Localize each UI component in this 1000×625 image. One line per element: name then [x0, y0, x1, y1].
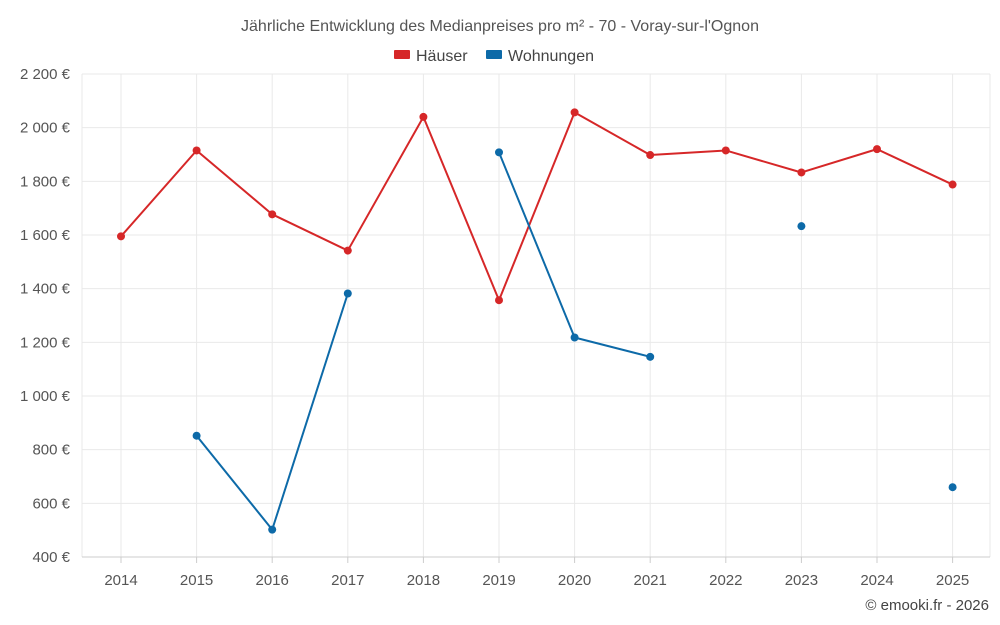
point-haeuser-2024[interactable] [873, 145, 881, 154]
x-axis: 2014 2015 2016 2017 2018 2019 2020 2021 2022 2023… [82, 556, 990, 589]
x-tick-label: 2021 [634, 572, 667, 589]
x-tick-label: 2025 [936, 572, 969, 589]
y-tick-label: 1 800 € [20, 173, 71, 190]
x-tick-label: 2020 [558, 572, 591, 589]
point-haeuser-2020[interactable] [570, 108, 579, 117]
series-markers [117, 108, 957, 534]
point-haeuser-2018[interactable] [419, 112, 428, 121]
point-wohnungen-2015[interactable] [192, 431, 201, 440]
y-tick-label: 2 000 € [20, 120, 71, 137]
grid [81, 73, 991, 558]
series-lines [120, 111, 954, 531]
legend[interactable]: Häuser Wohnungen [394, 48, 594, 65]
x-tick-label: 2017 [331, 572, 364, 589]
y-tick-label: 800 € [32, 442, 70, 459]
point-wohnungen-2025[interactable] [948, 483, 957, 492]
point-haeuser-2021[interactable] [646, 151, 655, 160]
point-haeuser-2015[interactable] [192, 146, 201, 155]
y-tick-label: 1 000 € [20, 388, 71, 405]
x-tick-label: 2024 [860, 572, 893, 589]
point-haeuser-2014[interactable] [117, 232, 125, 241]
x-tick-label: 2022 [709, 572, 742, 589]
point-haeuser-2019[interactable] [495, 296, 503, 305]
x-tick-label: 2014 [104, 572, 137, 589]
x-tick-label: 2015 [180, 572, 213, 589]
chart-title: Jährliche Entwicklung des Medianpreises … [241, 18, 759, 35]
x-tick-label: 2019 [482, 572, 515, 589]
y-tick-label: 1 400 € [20, 281, 71, 298]
point-wohnungen-2017[interactable] [343, 289, 352, 298]
point-haeuser-2016[interactable] [268, 210, 277, 219]
point-wohnungen-2019[interactable] [495, 148, 503, 157]
point-wohnungen-2020[interactable] [570, 333, 579, 342]
y-tick-label: 1 200 € [20, 334, 71, 351]
legend-swatch-wohnungen [486, 50, 502, 59]
x-tick-label: 2023 [785, 572, 818, 589]
x-tick-label: 2018 [407, 572, 440, 589]
y-axis: 400 € 600 € 800 € 1 000 € 1 200 € 1 400 € 1 60… [20, 66, 71, 566]
y-tick-label: 600 € [32, 495, 70, 512]
point-haeuser-2023[interactable] [797, 168, 806, 177]
point-wohnungen-2023[interactable] [797, 222, 806, 231]
point-haeuser-2025[interactable] [948, 180, 957, 189]
point-haeuser-2022[interactable] [721, 146, 730, 155]
legend-swatch-haeuser [394, 50, 410, 59]
series-line-haeuser [120, 111, 954, 302]
legend-label-wohnungen[interactable]: Wohnungen [508, 48, 594, 65]
x-tick-label: 2016 [256, 572, 289, 589]
point-wohnungen-2016[interactable] [268, 525, 277, 534]
y-tick-label: 400 € [32, 549, 70, 566]
y-tick-label: 1 600 € [20, 227, 71, 244]
point-wohnungen-2021[interactable] [646, 352, 655, 361]
credit-text: © emooki.fr - 2026 [865, 597, 989, 614]
y-tick-label: 2 200 € [20, 66, 71, 83]
point-haeuser-2017[interactable] [343, 246, 352, 255]
legend-label-haeuser[interactable]: Häuser [416, 48, 468, 65]
